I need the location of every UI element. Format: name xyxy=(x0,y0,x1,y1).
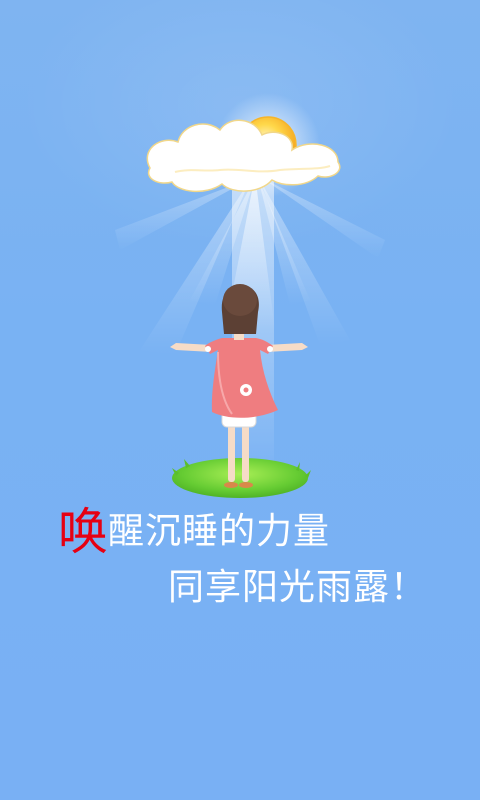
slogan-line-2: 同享阳光雨露！ xyxy=(168,567,428,608)
girl-figure xyxy=(170,284,308,488)
hero-illustration xyxy=(115,93,385,498)
slogan: 唤醒沉睡的力量 同享阳光雨露！ xyxy=(0,490,480,630)
slogan-accent-char: 唤 xyxy=(58,503,108,561)
slogan-line-1-text: 醒沉睡的力量 xyxy=(108,511,331,552)
slogan-line-1: 唤醒沉睡的力量 xyxy=(58,502,330,562)
cloud-icon xyxy=(146,119,341,193)
grass-patch xyxy=(172,458,311,498)
